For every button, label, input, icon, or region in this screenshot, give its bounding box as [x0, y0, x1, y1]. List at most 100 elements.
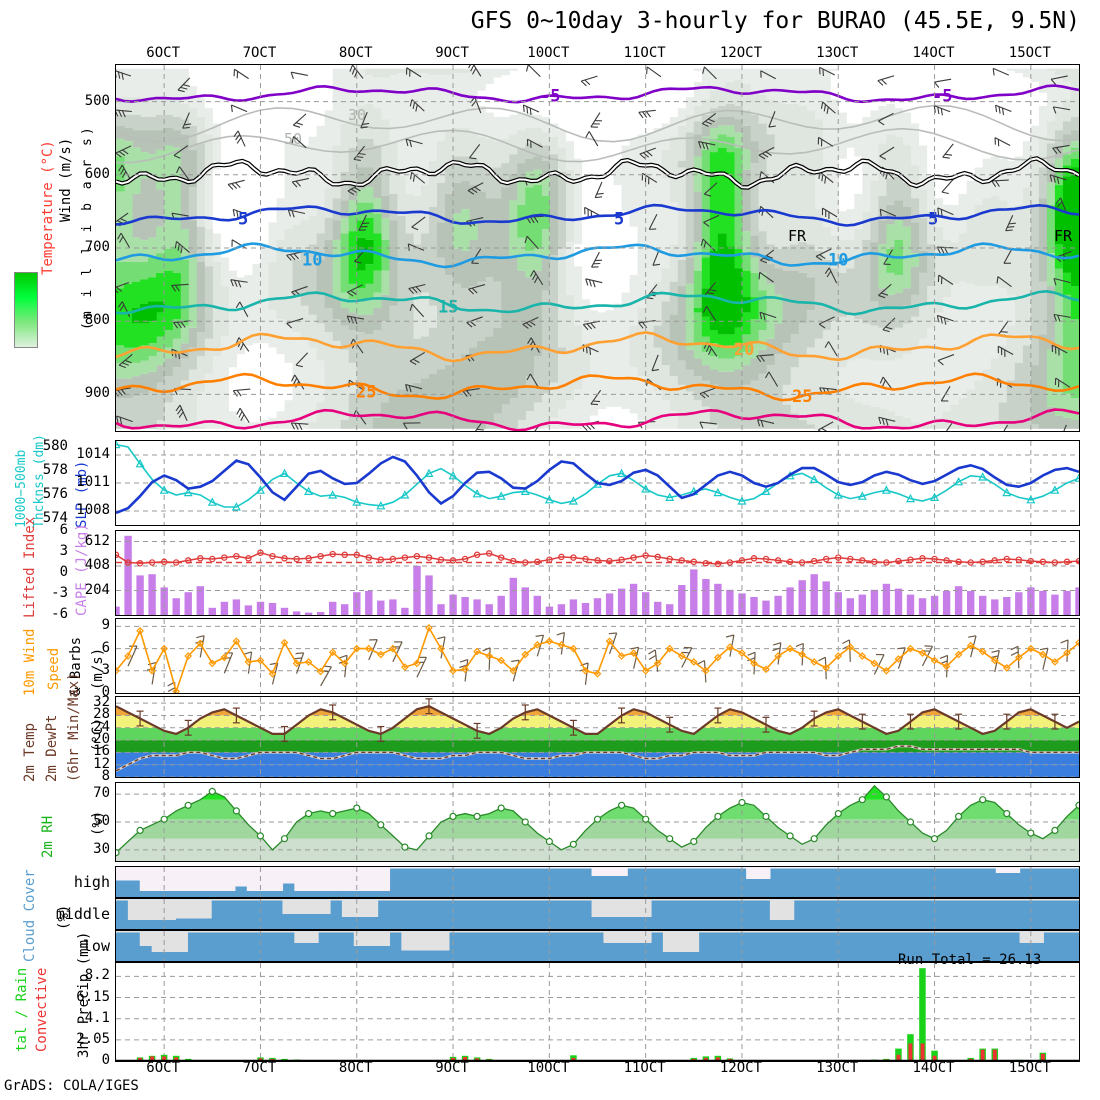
cloud-gap [674, 931, 688, 952]
cape-bar [1075, 587, 1079, 615]
temp2m-ytick-24: 24 [93, 718, 110, 735]
cape-bar [1003, 597, 1011, 615]
cloud-gap [484, 931, 498, 933]
isotherm-25 [116, 372, 1079, 402]
cape-bar [268, 603, 277, 615]
rh2m-ytick-50: 50 [93, 813, 110, 829]
cloud-gap [1007, 899, 1021, 901]
slp-line [116, 455, 1079, 515]
cloud-gap [960, 867, 973, 869]
date-label-8oct: 8OCT [338, 45, 373, 61]
date-label-15oct: 15OCT [1008, 45, 1051, 61]
cloud-gap [234, 867, 248, 887]
cloud-gap [995, 867, 1009, 873]
cape-bar [810, 574, 818, 615]
cloud-middle-panel [115, 898, 1080, 930]
cape-bar [208, 607, 216, 615]
cloud-gap [175, 867, 188, 891]
date-label-10oct: 10OCT [527, 1060, 570, 1076]
precip-convective-bar [896, 1054, 901, 1061]
cloud-gap [127, 931, 141, 933]
temp2m-line [116, 705, 1079, 736]
cape-bar [882, 583, 891, 615]
cape-bar [967, 591, 975, 615]
cloud-gap [983, 931, 997, 933]
cloud-gap [662, 867, 676, 869]
cloud-gap [223, 931, 236, 933]
cape-bar [858, 594, 866, 615]
date-label-6oct: 6OCT [146, 45, 180, 61]
precip-total-bar [895, 1048, 902, 1061]
date-label-8oct: 8OCT [338, 1060, 373, 1076]
cape-bar [1039, 591, 1047, 615]
cape-bar [846, 598, 854, 615]
cloud-gap [199, 899, 212, 919]
cloud-gap [722, 931, 735, 933]
cloud-gap [282, 899, 295, 914]
cloud-gap [888, 931, 902, 933]
cape-bar [557, 604, 566, 615]
li-ytick-m6: -6 [51, 606, 68, 622]
cloud-gap [746, 899, 759, 901]
cape-bar [714, 583, 722, 615]
cloud-gap [330, 899, 343, 901]
cloud-gap [234, 899, 248, 901]
cloud-middle-plot [116, 899, 1079, 929]
cloud-gap [1019, 931, 1033, 943]
cape-bar [136, 575, 144, 615]
cloud-gap [710, 899, 723, 901]
cloud-gap [793, 931, 807, 933]
isotherm--5 [116, 84, 1079, 104]
precip-ytick-2_05: 2.05 [76, 1030, 110, 1047]
cloud-gap [282, 931, 295, 933]
cape-bar [762, 600, 770, 615]
cloud-gap [698, 899, 712, 901]
precip-plot [116, 963, 1079, 1061]
cape-bar [774, 595, 782, 615]
precip-convective-bar [571, 1057, 576, 1061]
cloud-gap [948, 867, 961, 869]
upper-ytick-600: 600 [84, 165, 110, 182]
cloud-gap [1067, 867, 1079, 869]
cloud-gap [1055, 931, 1068, 933]
cloud-gap [876, 931, 890, 933]
cloud-gap [508, 931, 521, 933]
cloud-gap [829, 867, 842, 869]
cloud-gap [972, 899, 985, 901]
precip-ytick-6_15: 6.15 [76, 988, 110, 1005]
cloud-gap [1043, 867, 1056, 869]
cloud-gap [639, 931, 652, 943]
cloud-gap [163, 899, 177, 920]
cloud-gap [127, 867, 141, 881]
cape-bar [377, 600, 385, 615]
date-label-13oct: 13OCT [816, 1060, 859, 1076]
cloud-gap [460, 899, 474, 901]
date-label-12oct: 12OCT [719, 1060, 763, 1076]
cloud-gap [1031, 931, 1044, 943]
cloud-gap [865, 899, 878, 901]
cloud-gap [306, 867, 319, 891]
cloud-gap [651, 899, 664, 901]
cape-bar [678, 585, 686, 615]
cloud-gap [662, 899, 676, 901]
precip-convective-bar [138, 1057, 142, 1061]
cloud-gap [139, 931, 153, 946]
cloud-gap [258, 867, 272, 891]
cloud-gap [793, 899, 807, 901]
precip-convective-bar [162, 1056, 167, 1061]
cloud-gap [805, 899, 819, 901]
precip-convective-bar [715, 1057, 720, 1061]
cloud-gap [876, 867, 890, 869]
cape-bar [991, 599, 999, 615]
date-label-12oct: 12OCT [719, 45, 763, 61]
cape-li-plot [116, 531, 1079, 615]
cloud-gap [1043, 931, 1056, 933]
cloud-gap [555, 931, 569, 933]
cloud-gap [151, 931, 165, 952]
cloud-gap [258, 899, 272, 901]
cape-ytick-408: 408 [84, 557, 110, 574]
cape-bar [798, 580, 806, 615]
cloud-gap [686, 867, 700, 869]
cape-bar [979, 595, 987, 615]
